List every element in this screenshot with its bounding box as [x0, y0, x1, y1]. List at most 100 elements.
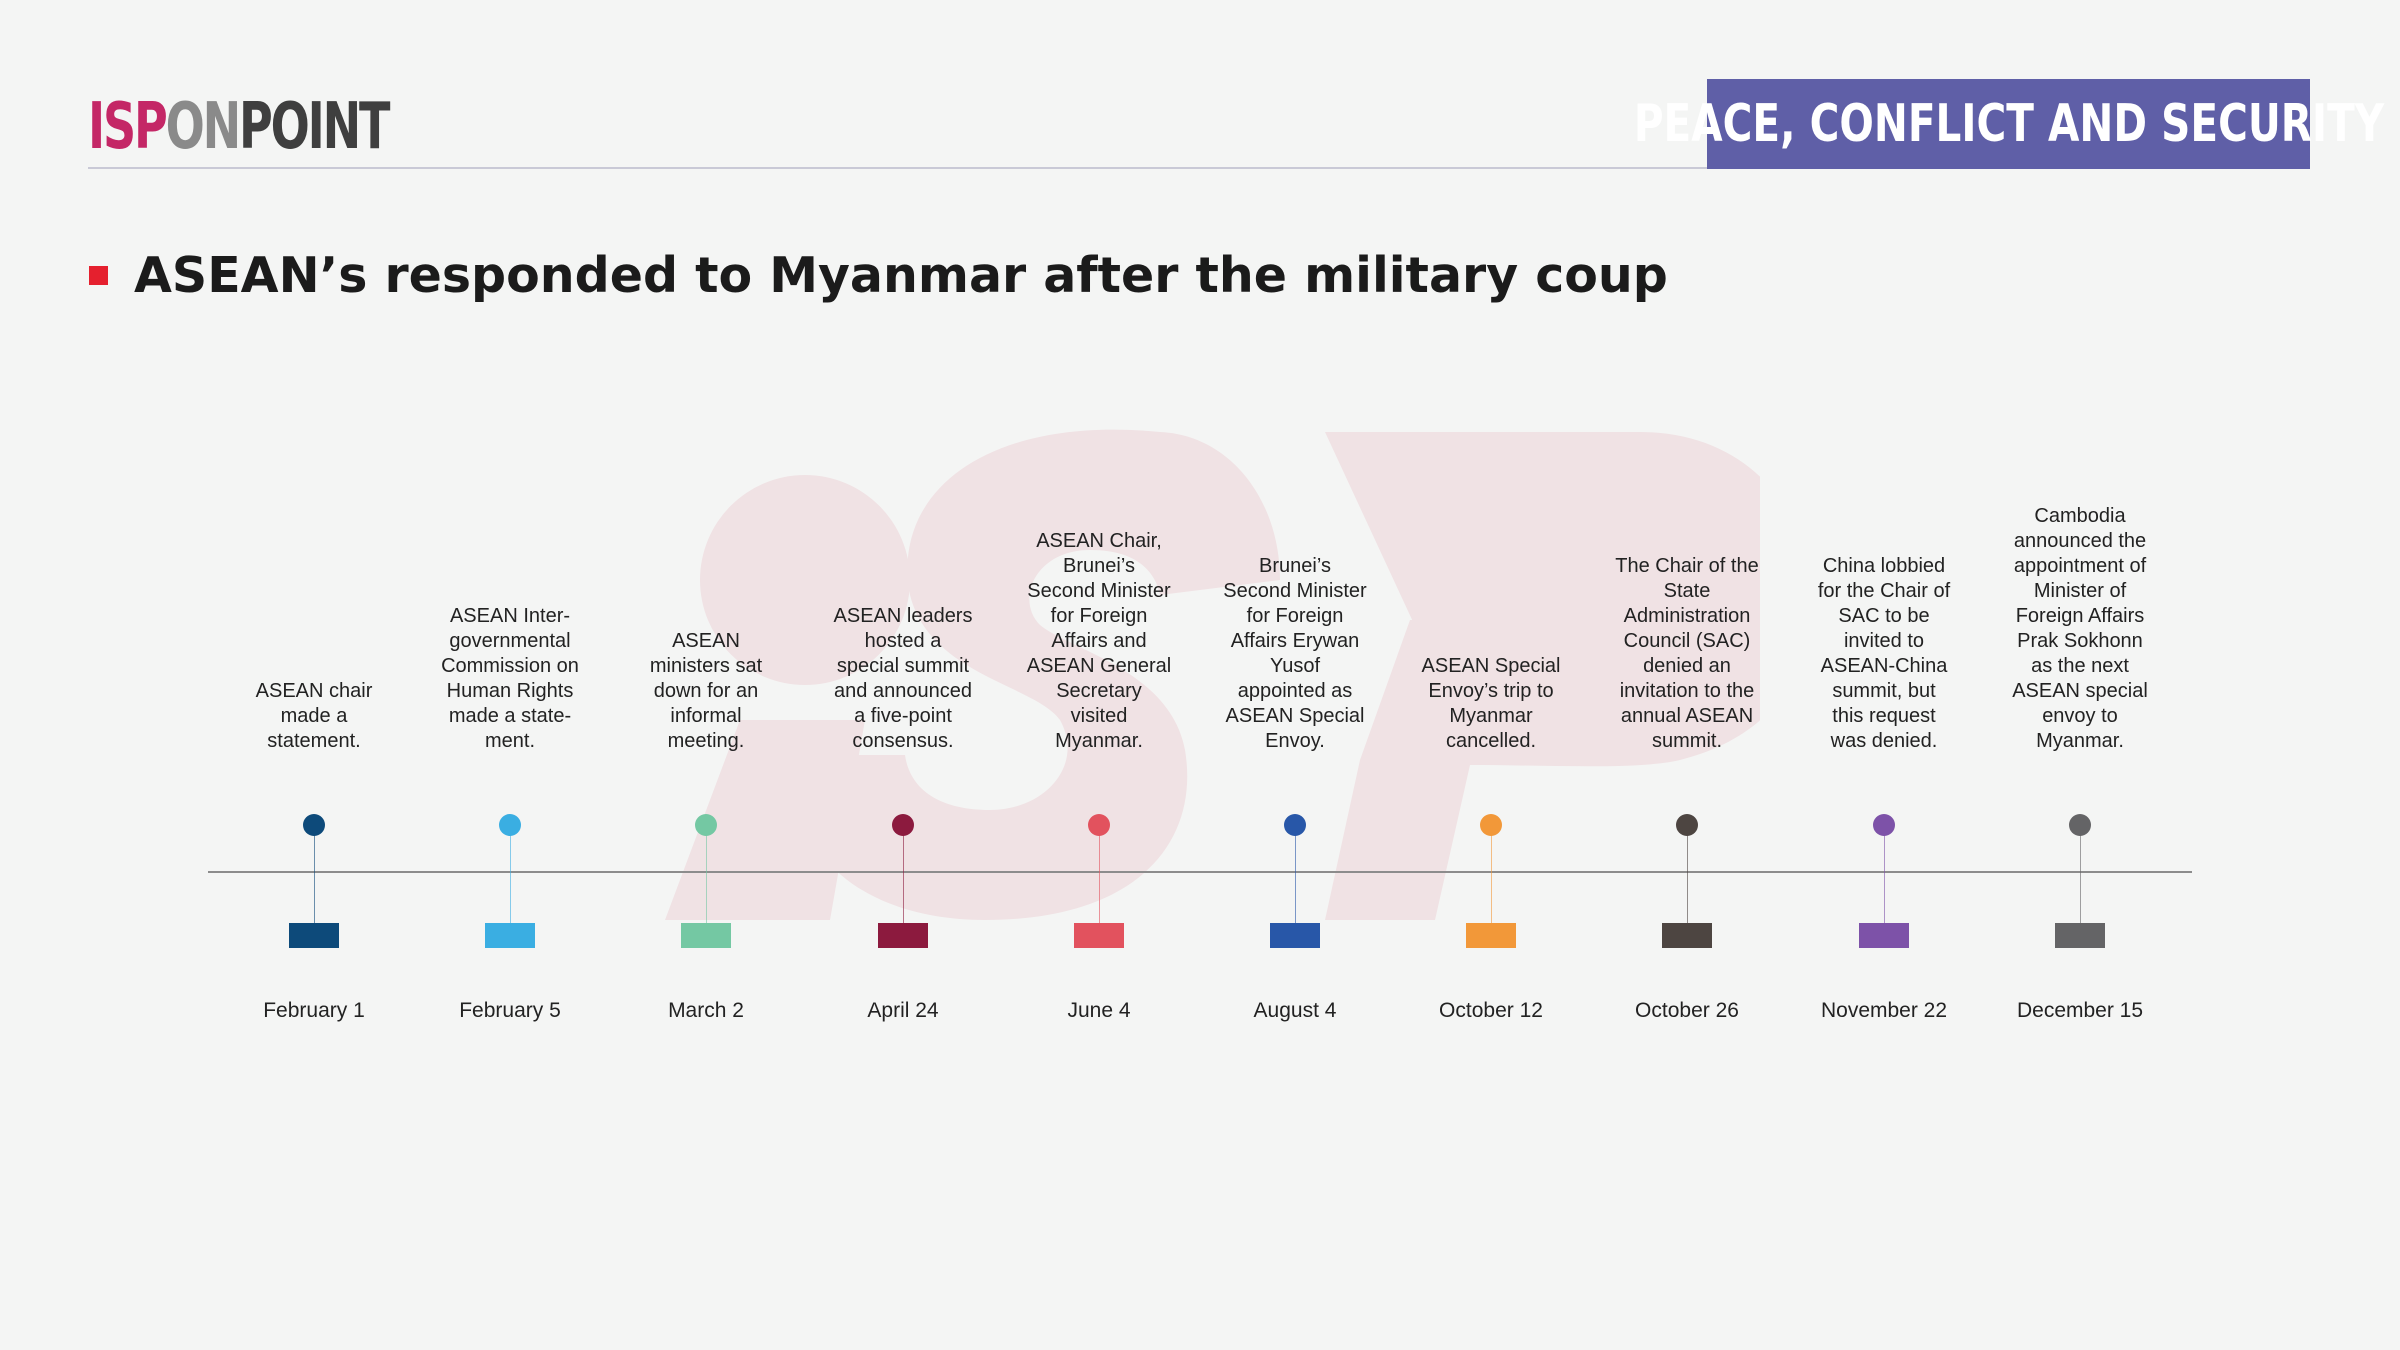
event-description-line: annual ASEAN	[1620, 705, 1754, 727]
event-date-label: December 15	[2016, 999, 2144, 1022]
event-description-line: ASEAN special	[2012, 680, 2148, 702]
title-bullet-icon	[89, 266, 108, 285]
category-banner: PEACE, CONFLICT AND SECURITY	[1633, 79, 2384, 169]
event-description-line: informal	[670, 705, 742, 727]
event-connector	[1099, 825, 1100, 923]
event-description-line: Envoy.	[1265, 730, 1325, 752]
event-description-line: a five-point	[854, 705, 952, 727]
event-description-line: ASEAN Special	[1225, 705, 1365, 727]
logo-part-isp: ISP	[88, 90, 168, 164]
event-description-line: invitation to the	[1619, 680, 1755, 702]
event-date-marker	[1074, 923, 1124, 948]
event-description-line: governmental	[449, 630, 571, 652]
event-description-line: this request	[1832, 705, 1936, 727]
category-label: PEACE, CONFLICT AND SECURITY	[1633, 94, 2384, 154]
event-description-line: Human Rights	[446, 680, 574, 702]
event-description-line: was denied.	[1830, 730, 1938, 752]
event-date-marker	[289, 923, 339, 948]
event-description-line: for Foreign	[1246, 605, 1344, 627]
event-description: China lobbied for the Chair of SAC to be in…	[1806, 554, 1962, 754]
event-date-label: August 4	[1253, 999, 1337, 1022]
event-description-line: ASEAN	[672, 630, 740, 652]
event-description-line: hosted a	[864, 630, 942, 652]
logo-part-point: POINT	[239, 90, 390, 164]
event-connector	[510, 825, 511, 923]
event-description: Brunei’s Second Minister for Foreign Affair…	[1217, 554, 1373, 754]
event-dot	[1284, 814, 1306, 836]
event-description-line: cancelled.	[1445, 730, 1537, 752]
event-description-line: Affairs and	[1051, 630, 1147, 652]
event-description-line: State	[1663, 580, 1711, 602]
event-date-label: April 24	[867, 999, 939, 1022]
event-description-line: as the next	[2031, 655, 2129, 677]
event-description-line: appointed as	[1237, 680, 1353, 702]
event-dot	[1676, 814, 1698, 836]
event-description-line: special summit	[836, 655, 970, 677]
event-description: ASEAN Chair, Brunei’s Second Minister for F…	[1021, 529, 1177, 754]
event-description-line: consensus.	[852, 730, 954, 752]
event-description-line: Myanmar.	[2036, 730, 2124, 752]
event-description-line: invited to	[1843, 630, 1925, 652]
event-description-line: summit, but	[1832, 680, 1936, 702]
event-description: ASEAN ministers sat down for an informal mee…	[628, 629, 784, 754]
event-description-line: and announced	[834, 680, 972, 702]
event-connector	[903, 825, 904, 923]
event-description-line: Brunei’s	[1063, 555, 1135, 577]
event-description-line: ASEAN Chair,	[1036, 530, 1162, 552]
event-date-label: November 22	[1820, 999, 1948, 1022]
event-description-line: made a	[280, 705, 348, 727]
event-description-line: denied an	[1643, 655, 1731, 677]
event-description-line: ASEAN chair	[255, 680, 373, 702]
event-date-label: October 26	[1635, 999, 1739, 1022]
event-connector	[2080, 825, 2081, 923]
isp-watermark-logo	[665, 429, 1760, 920]
page-title: ASEAN’s responded to Myanmar after the m…	[134, 247, 1668, 304]
event-date-marker	[485, 923, 535, 948]
event-description-line: Second Minister	[1027, 580, 1171, 602]
event-date-label: February 1	[263, 999, 365, 1022]
event-description-line: China lobbied	[1822, 555, 1946, 577]
event-date-marker	[681, 923, 731, 948]
event-date-marker	[2055, 923, 2105, 948]
event-description: The Chair of the State Administration Counc…	[1609, 554, 1765, 754]
event-dot	[1873, 814, 1895, 836]
event-date-label: February 5	[459, 999, 561, 1022]
event-description-line: Brunei’s	[1259, 555, 1331, 577]
event-description-line: appointment of	[2013, 555, 2147, 577]
event-description-line: down for an	[653, 680, 759, 702]
event-description-line: Foreign Affairs	[2015, 605, 2145, 627]
event-description-line: made a state-	[448, 705, 572, 727]
event-description-line: Council (SAC)	[1623, 630, 1751, 652]
event-description-line: summit.	[1652, 730, 1722, 752]
event-description: Cambodia announced the appointment of Minis…	[2002, 504, 2158, 754]
event-connector	[1884, 825, 1885, 923]
event-dot	[1480, 814, 1502, 836]
event-connector	[1491, 825, 1492, 923]
event-description-line: statement.	[267, 730, 361, 752]
event-date-marker	[1270, 923, 1320, 948]
logo-part-on: ON	[165, 90, 242, 164]
event-description-line: SAC to be	[1838, 605, 1930, 627]
event-description: ASEAN leaders hosted a special summit and a…	[825, 604, 981, 754]
event-description-line: Commission on	[441, 655, 579, 677]
event-date-marker	[878, 923, 928, 948]
event-description-line: ASEAN leaders	[833, 605, 973, 627]
event-description-line: Envoy’s trip to	[1428, 680, 1554, 702]
event-date-label: March 2	[668, 999, 744, 1022]
event-description-line: Minister of	[2033, 580, 2127, 602]
event-description-line: for Foreign	[1050, 605, 1148, 627]
event-description-line: Yusof	[1269, 655, 1321, 677]
event-description-line: ment.	[484, 730, 536, 752]
header-divider	[88, 167, 2310, 169]
event-date-label: June 4	[1067, 999, 1131, 1022]
event-dot	[892, 814, 914, 836]
event-dot	[303, 814, 325, 836]
event-description-line: Myanmar.	[1055, 730, 1143, 752]
event-description: ASEAN Special Envoy’s trip to Myanmar cance…	[1413, 654, 1569, 754]
event-dot	[1088, 814, 1110, 836]
event-description-line: The Chair of the	[1615, 555, 1759, 577]
event-connector	[1295, 825, 1296, 923]
event-date-marker	[1466, 923, 1516, 948]
event-dot	[2069, 814, 2091, 836]
event-connector	[314, 825, 315, 923]
